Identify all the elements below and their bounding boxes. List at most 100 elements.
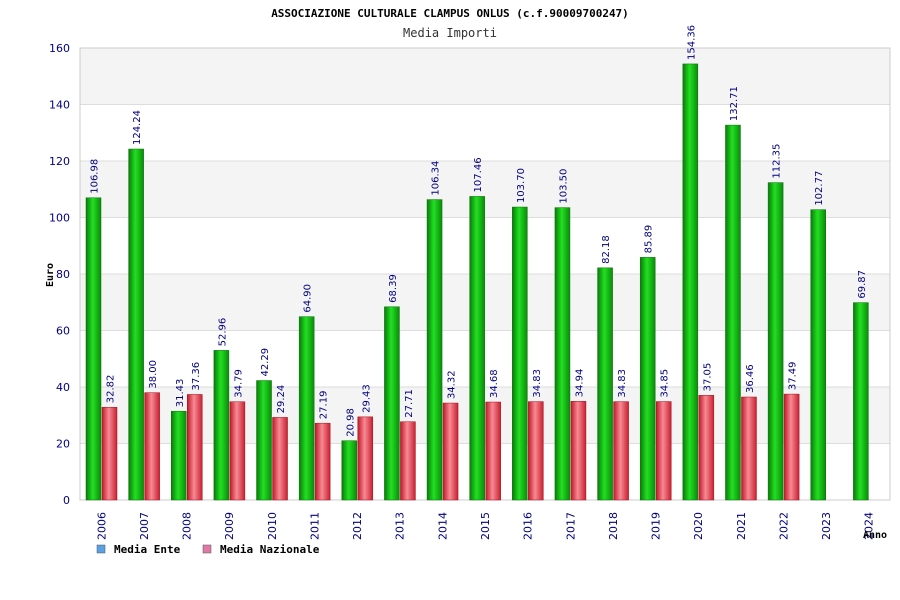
bar-media-nazionale-2019 bbox=[655, 401, 672, 501]
bar-media-ente-2018 bbox=[597, 267, 613, 501]
data-label-media-nazionale-2007: 38.00 bbox=[148, 360, 159, 389]
y-tick-label: 40 bbox=[56, 381, 70, 394]
x-tick-label: 2017 bbox=[564, 512, 577, 540]
bar-media-nazionale-2015 bbox=[485, 401, 501, 501]
data-label-media-ente-2015: 107.46 bbox=[473, 157, 484, 192]
data-label-media-ente-2010: 42.29 bbox=[260, 348, 271, 377]
y-axis-label: Euro bbox=[45, 263, 56, 287]
x-tick-label: 2021 bbox=[735, 512, 748, 540]
bar-media-nazionale-2007 bbox=[144, 392, 160, 501]
y-tick-label: 100 bbox=[49, 212, 70, 225]
bar-media-nazionale-2010 bbox=[272, 417, 288, 501]
data-label-media-ente-2016: 103.70 bbox=[516, 168, 527, 203]
plot-band bbox=[80, 161, 890, 218]
y-axis-ticks: 0 20 40 60 80 100 120 140 160 bbox=[49, 42, 70, 507]
bar-media-nazionale-2021 bbox=[741, 396, 757, 501]
data-label-media-ente-2018: 82.18 bbox=[601, 235, 612, 264]
data-label-media-nazionale-2009: 34.79 bbox=[233, 369, 244, 398]
data-label-media-nazionale-2010: 29.24 bbox=[276, 385, 287, 414]
legend-swatch-media-nazionale bbox=[202, 544, 212, 554]
y-tick-label: 20 bbox=[56, 438, 70, 451]
data-label-media-ente-2009: 52.96 bbox=[217, 318, 228, 347]
chart-subtitle: Media Importi bbox=[403, 26, 497, 40]
legend-swatch-media-ente bbox=[96, 544, 106, 554]
y-tick-label: 60 bbox=[56, 325, 70, 338]
x-tick-label: 2018 bbox=[607, 512, 620, 540]
bar-media-nazionale-2016 bbox=[528, 401, 544, 501]
bar-media-nazionale-2011 bbox=[314, 422, 331, 501]
x-tick-label: 2019 bbox=[650, 512, 663, 540]
plot-band bbox=[80, 48, 890, 105]
bar-media-nazionale-2020 bbox=[698, 395, 715, 501]
data-label-media-ente-2020: 154.36 bbox=[686, 25, 697, 60]
bar-media-ente-2010 bbox=[256, 380, 272, 501]
data-label-media-ente-2023: 102.77 bbox=[814, 171, 825, 206]
plot-background bbox=[80, 48, 890, 500]
bar-media-ente-2014 bbox=[426, 199, 443, 501]
x-tick-label: 2020 bbox=[692, 512, 705, 540]
bar-media-nazionale-2013 bbox=[400, 421, 416, 501]
bar-media-ente-2019 bbox=[639, 257, 656, 501]
bar-media-nazionale-2022 bbox=[783, 393, 800, 501]
data-label-media-nazionale-2017: 34.94 bbox=[574, 369, 585, 398]
bar-media-ente-2009 bbox=[213, 350, 230, 501]
data-label-media-ente-2011: 64.90 bbox=[303, 284, 314, 313]
data-label-media-nazionale-2018: 34.83 bbox=[617, 369, 628, 398]
data-label-media-ente-2006: 106.98 bbox=[90, 159, 101, 194]
data-label-media-ente-2013: 68.39 bbox=[388, 274, 399, 303]
x-tick-label: 2011 bbox=[308, 512, 321, 540]
bar-media-ente-2021 bbox=[725, 124, 741, 501]
data-label-media-nazionale-2014: 34.32 bbox=[447, 370, 458, 399]
x-tick-label: 2007 bbox=[138, 512, 151, 540]
x-tick-label: 2012 bbox=[351, 512, 364, 540]
data-label-media-ente-2022: 112.35 bbox=[772, 144, 783, 179]
data-label-media-nazionale-2008: 37.36 bbox=[191, 362, 202, 391]
data-labels: 106.98 32.82 124.24 38.00 31.43 37.36 52.96 34.… bbox=[90, 25, 868, 437]
plot-band bbox=[80, 104, 890, 161]
x-tick-label: 2014 bbox=[436, 512, 449, 540]
y-tick-label: 80 bbox=[56, 268, 70, 281]
x-tick-label: 2023 bbox=[820, 512, 833, 540]
data-label-media-nazionale-2015: 34.68 bbox=[489, 369, 500, 398]
x-tick-label: 2016 bbox=[522, 512, 535, 540]
x-axis-label: Anno bbox=[863, 530, 887, 541]
x-tick-label: 2015 bbox=[479, 512, 492, 540]
data-label-media-ente-2014: 106.34 bbox=[431, 161, 442, 196]
x-tick-label: 2006 bbox=[95, 512, 108, 540]
x-tick-label: 2008 bbox=[181, 512, 194, 540]
y-tick-label: 120 bbox=[49, 155, 70, 168]
data-label-media-ente-2008: 31.43 bbox=[175, 379, 186, 408]
bar-media-ente-2017 bbox=[554, 207, 571, 501]
data-label-media-nazionale-2011: 27.19 bbox=[319, 391, 330, 420]
bar-media-ente-2024 bbox=[853, 302, 869, 501]
bar-media-nazionale-2006 bbox=[101, 407, 118, 501]
data-label-media-ente-2021: 132.71 bbox=[729, 86, 740, 121]
data-label-media-nazionale-2020: 37.05 bbox=[702, 363, 713, 392]
data-label-media-ente-2007: 124.24 bbox=[132, 110, 143, 145]
bar-media-ente-2012 bbox=[341, 440, 358, 501]
x-tick-label: 2010 bbox=[266, 512, 279, 540]
bar-media-nazionale-2014 bbox=[442, 402, 459, 501]
bar-media-nazionale-2012 bbox=[357, 416, 374, 501]
data-label-media-nazionale-2013: 27.71 bbox=[404, 389, 415, 418]
data-label-media-ente-2017: 103.50 bbox=[558, 169, 569, 204]
data-label-media-nazionale-2019: 34.85 bbox=[660, 369, 671, 398]
data-label-media-ente-2024: 69.87 bbox=[857, 270, 868, 299]
bars bbox=[85, 63, 869, 501]
bar-media-ente-2020 bbox=[682, 63, 699, 501]
x-tick-label: 2013 bbox=[394, 512, 407, 540]
legend: Media Ente Media Nazionale bbox=[96, 543, 320, 556]
chart-title: ASSOCIAZIONE CULTURALE CLAMPUS ONLUS (c.… bbox=[271, 7, 629, 20]
x-tick-label: 2024 bbox=[863, 512, 876, 540]
x-tick-label: 2009 bbox=[223, 512, 236, 540]
data-label-media-nazionale-2022: 37.49 bbox=[788, 361, 799, 390]
bar-media-ente-2015 bbox=[469, 196, 485, 501]
plot-band bbox=[80, 274, 890, 331]
bar-media-nazionale-2017 bbox=[570, 401, 587, 501]
legend-label-media-ente: Media Ente bbox=[114, 543, 181, 556]
bar-media-ente-2008 bbox=[171, 410, 187, 501]
bar-media-ente-2013 bbox=[384, 306, 400, 501]
data-label-media-nazionale-2016: 34.83 bbox=[532, 369, 543, 398]
plot-frame bbox=[79, 47, 891, 501]
